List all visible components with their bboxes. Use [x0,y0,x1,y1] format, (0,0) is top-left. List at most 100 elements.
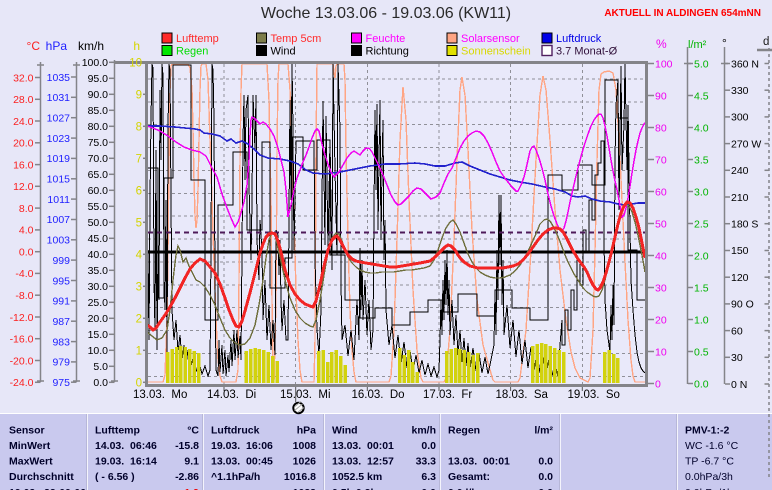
svg-text:24.0: 24.0 [13,116,34,128]
svg-text:9.1: 9.1 [184,456,199,468]
svg-text:1015: 1015 [47,174,71,186]
svg-text:987: 987 [52,316,70,328]
svg-text:Feuchte: Feuchte [366,33,406,45]
svg-text:90.0: 90.0 [88,89,109,101]
svg-text:40.0: 40.0 [88,249,109,261]
svg-text:240: 240 [731,165,749,177]
svg-text:15.0: 15.0 [88,329,109,341]
svg-text:4.5: 4.5 [694,90,709,102]
svg-text:0.0: 0.0 [538,456,553,468]
svg-text:°C: °C [27,39,41,53]
svg-text:1019: 1019 [47,153,71,165]
svg-text:20.0: 20.0 [88,313,109,325]
svg-text:-20.0: -20.0 [10,355,34,367]
svg-text:°: ° [722,36,727,50]
svg-text:20.0: 20.0 [13,138,34,150]
svg-text:0.5h 0.2km: 0.5h 0.2km [332,487,386,490]
svg-text:0.0: 0.0 [538,471,553,483]
svg-text:991: 991 [52,296,70,308]
svg-text:33.3: 33.3 [416,456,437,468]
svg-text:hPa: hPa [46,39,68,53]
svg-text:60.0: 60.0 [88,185,109,197]
svg-text:-24.0: -24.0 [10,377,34,389]
svg-text:983: 983 [52,336,70,348]
svg-text:0: 0 [655,378,661,390]
svg-text:-8.0: -8.0 [15,290,33,302]
svg-text:360 N: 360 N [731,58,759,70]
svg-text:28.0: 28.0 [13,94,34,106]
svg-text:°C: °C [187,425,199,437]
svg-text:2.0: 2.0 [694,250,709,262]
svg-text:-2.86: -2.86 [175,471,199,483]
svg-text:1: 1 [136,345,142,357]
svg-text:13.03. Mo: 13.03. Mo [133,389,187,401]
svg-text:30.0: 30.0 [88,281,109,293]
svg-text:95.0: 95.0 [88,73,109,85]
svg-text:7: 7 [136,153,142,165]
svg-text:1008: 1008 [293,440,317,452]
svg-text:8.0: 8.0 [19,203,34,215]
svg-text:85.0: 85.0 [88,105,109,117]
svg-text:30: 30 [731,352,743,364]
svg-text:210: 210 [731,192,749,204]
svg-text:0.0 l/h: 0.0 l/h [448,487,478,490]
svg-text:1011: 1011 [47,194,70,206]
svg-text:90: 90 [655,90,667,102]
svg-text:5: 5 [136,217,142,229]
svg-text:1035: 1035 [47,72,71,84]
svg-text:270 W: 270 W [731,138,761,150]
svg-text:16.03. Do: 16.03. Do [352,389,405,401]
svg-text:2.5: 2.5 [694,218,709,230]
svg-text:( - 6.56 ): ( - 6.56 ) [95,471,135,483]
svg-text:1023: 1023 [47,133,71,145]
svg-text:1016.8: 1016.8 [284,471,316,483]
svg-text:Temp 5cm: Temp 5cm [271,33,322,45]
svg-text:-12.0: -12.0 [10,312,34,324]
svg-text:km/h: km/h [78,39,104,53]
svg-text:1023: 1023 [293,487,317,490]
svg-text:16.0: 16.0 [13,159,34,171]
svg-text:1031: 1031 [47,92,71,104]
svg-text:↓ -1.9: ↓ -1.9 [173,487,199,490]
svg-text:Lufttemp: Lufttemp [176,33,219,45]
svg-text:TP -6.7 °C: TP -6.7 °C [685,456,734,468]
svg-text:50: 50 [655,218,667,230]
svg-text:10.0: 10.0 [88,345,109,357]
svg-text:0.0: 0.0 [93,377,108,389]
svg-text:50.0: 50.0 [88,217,109,229]
svg-text:3.5: 3.5 [694,154,709,166]
svg-text:Lufttemp: Lufttemp [95,425,140,437]
svg-text:13.03. 00:45: 13.03. 00:45 [211,456,273,468]
svg-text:Regen: Regen [176,46,208,58]
svg-text:979: 979 [52,357,70,369]
svg-text:3: 3 [136,281,142,293]
svg-text:0.0: 0.0 [694,378,709,390]
svg-text:10: 10 [655,346,667,358]
svg-text:Solarsensor: Solarsensor [461,33,520,45]
svg-text:995: 995 [52,275,70,287]
svg-text:MaxWert: MaxWert [9,456,53,468]
svg-text:h: h [133,39,140,53]
svg-text:1.0: 1.0 [694,314,709,326]
svg-text:Woche 13.03.06 - 19.03.06 (KW1: Woche 13.03.06 - 19.03.06 (KW11) [261,5,511,22]
svg-text:40: 40 [655,250,667,262]
svg-text:1052.5 km: 1052.5 km [332,471,382,483]
svg-text:975: 975 [52,377,70,389]
svg-text:60: 60 [655,186,667,198]
svg-text:5.0: 5.0 [694,58,709,70]
svg-text:6.3: 6.3 [421,471,436,483]
svg-text:0.0: 0.0 [19,246,34,258]
svg-text:35.0: 35.0 [88,265,109,277]
svg-text:%: % [656,37,667,51]
svg-text:Richtung: Richtung [366,46,409,58]
svg-text:5.0: 5.0 [93,361,108,373]
svg-text:80: 80 [655,122,667,134]
svg-text:1027: 1027 [47,112,71,124]
svg-text:Wind: Wind [332,425,358,437]
svg-text:999: 999 [52,255,70,267]
svg-text:Luftdruck: Luftdruck [211,425,260,437]
svg-text:hPa: hPa [297,425,316,437]
svg-text:km/h: km/h [411,425,436,437]
svg-text:Sonnenschein: Sonnenschein [461,46,531,58]
svg-text:14.03. Di: 14.03. Di [207,389,256,401]
